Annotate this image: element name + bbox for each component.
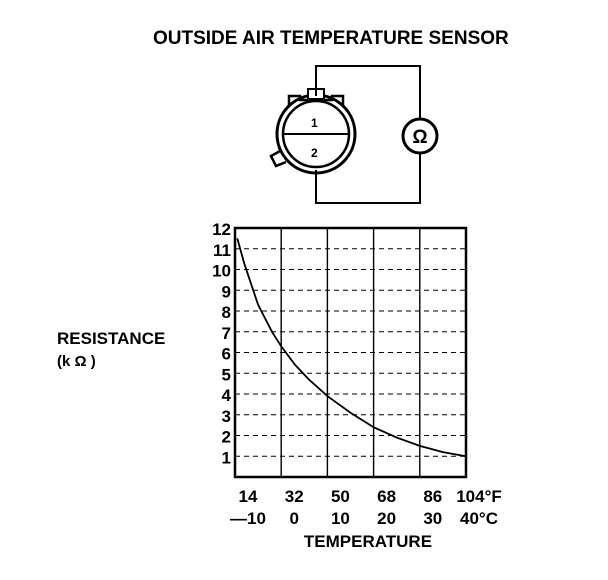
plot-frame — [233, 226, 468, 479]
x-tick-label-c: 0 — [289, 509, 298, 528]
y-tick-label: 2 — [222, 428, 231, 447]
page-title: OUTSIDE AIR TEMPERATURE SENSOR — [153, 28, 509, 49]
ohmmeter-symbol: Ω — [412, 127, 427, 148]
horizontal-gridlines — [235, 248, 466, 457]
x-axis-ticks-fahrenheit: 14 32 50 68 86 104°F — [239, 487, 502, 506]
x-tick-label-f: 14 — [239, 487, 258, 506]
y-tick-label: 11 — [213, 241, 231, 260]
wire-top — [315, 65, 421, 118]
y-axis-label: RESISTANCE — [57, 329, 165, 348]
y-tick-label: 10 — [212, 262, 231, 281]
y-tick-label: 12 — [212, 220, 231, 239]
y-tick-label: 4 — [222, 386, 232, 405]
y-tick-label: 6 — [222, 345, 231, 364]
x-tick-label-c: 20 — [377, 509, 396, 528]
y-tick-label: 8 — [222, 303, 231, 322]
sensor-connector: 1 2 — [269, 88, 357, 175]
x-tick-label-f: 50 — [331, 487, 350, 506]
x-tick-label-f: 86 — [423, 487, 442, 506]
resistance-curve — [236, 238, 467, 458]
x-axis-ticks-celsius: —10 0 10 20 30 40°C — [230, 509, 498, 528]
x-tick-label-c: 40°C — [460, 509, 498, 528]
terminal-1-label: 1 — [311, 116, 318, 130]
connector-key — [269, 148, 287, 168]
y-axis-unit: (k Ω ) — [57, 353, 96, 370]
ohmmeter-body — [401, 117, 439, 155]
test-wiring — [315, 65, 421, 204]
x-tick-label-c: 10 — [331, 509, 350, 528]
wire-bottom — [315, 154, 421, 204]
x-tick-label-f: 68 — [377, 487, 396, 506]
y-tick-label: 3 — [222, 407, 231, 426]
x-tick-label-c: —10 — [230, 509, 266, 528]
terminal-2-label: 2 — [311, 146, 318, 160]
x-tick-label-c: 30 — [423, 509, 442, 528]
y-tick-label: 5 — [222, 365, 231, 384]
y-tick-label: 9 — [222, 282, 231, 301]
ohmmeter-icon: Ω — [401, 117, 439, 155]
y-tick-label: 7 — [222, 324, 231, 343]
y-tick-label: 1 — [222, 448, 231, 467]
x-axis-label: TEMPERATURE — [304, 532, 432, 551]
x-tick-label-f: 104°F — [456, 487, 502, 506]
x-tick-label-f: 32 — [285, 487, 304, 506]
